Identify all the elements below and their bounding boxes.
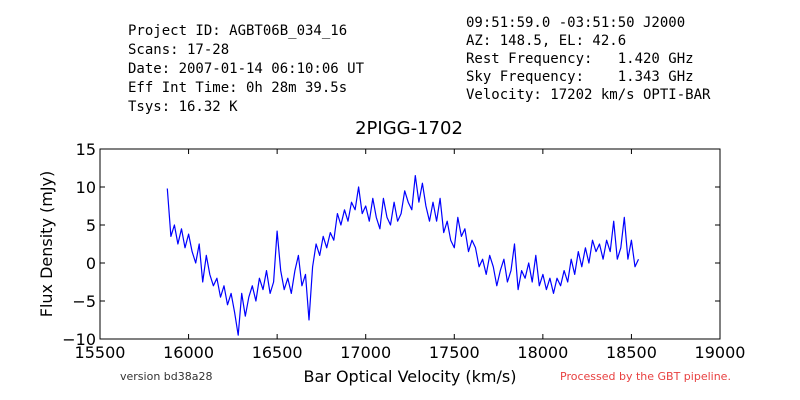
x-tick-label: 16500 [252, 343, 303, 362]
y-axis-ticks: −10 −5 0 5 10 15 [62, 140, 720, 349]
y-tick-label: 5 [86, 216, 96, 235]
y-tick-label: 15 [76, 140, 96, 159]
x-axis-label: Bar Optical Velocity (km/s) [304, 367, 517, 386]
header-left-line: Date: 2007-01-14 06:10:06 UT [128, 61, 365, 77]
header-left-line: Project ID: AGBT06B_034_16 [128, 23, 347, 39]
header-left-line: Tsys: 16.32 K [128, 99, 238, 115]
x-tick-label: 15500 [75, 343, 126, 362]
x-tick-label: 19000 [695, 343, 746, 362]
x-tick-label: 16000 [163, 343, 214, 362]
y-tick-label: 10 [76, 178, 96, 197]
header-right-line: Rest Frequency: 1.420 GHz [466, 51, 694, 67]
observation-info-left: Project ID: AGBT06B_034_16 Scans: 17-28 Da… [128, 23, 365, 115]
chart-title: 2PIGG-1702 [355, 118, 463, 139]
x-tick-label: 18000 [517, 343, 568, 362]
version-label: version bd38a28 [120, 370, 213, 383]
y-tick-label: −10 [62, 330, 96, 349]
spectrum-line [166, 175, 640, 336]
y-tick-label: −5 [72, 292, 96, 311]
x-tick-label: 17000 [340, 343, 391, 362]
header-left-line: Eff Int Time: 0h 28m 39.5s [128, 80, 347, 96]
header-right-line: Velocity: 17202 km/s OPTI-BAR [466, 87, 711, 103]
header-right-line: Sky Frequency: 1.343 GHz [466, 69, 694, 85]
y-tick-label: 0 [86, 254, 96, 273]
x-tick-label: 17500 [429, 343, 480, 362]
x-tick-label: 18500 [606, 343, 657, 362]
observation-info-right: 09:51:59.0 -03:51:50 J2000 AZ: 148.5, EL:… [466, 15, 711, 103]
x-axis-ticks: 15500 16000 16500 17000 17500 18000 18500 19000 [75, 149, 746, 362]
header-right-line: AZ: 148.5, EL: 42.6 [466, 33, 626, 49]
header-left-line: Scans: 17-28 [128, 42, 229, 58]
plot-area-frame [99, 148, 721, 340]
header-right-line: 09:51:59.0 -03:51:50 J2000 [466, 15, 685, 31]
spectrum-series [166, 175, 640, 336]
pipeline-label: Processed by the GBT pipeline. [560, 370, 731, 383]
y-axis-label: Flux Density (mJy) [37, 171, 56, 318]
